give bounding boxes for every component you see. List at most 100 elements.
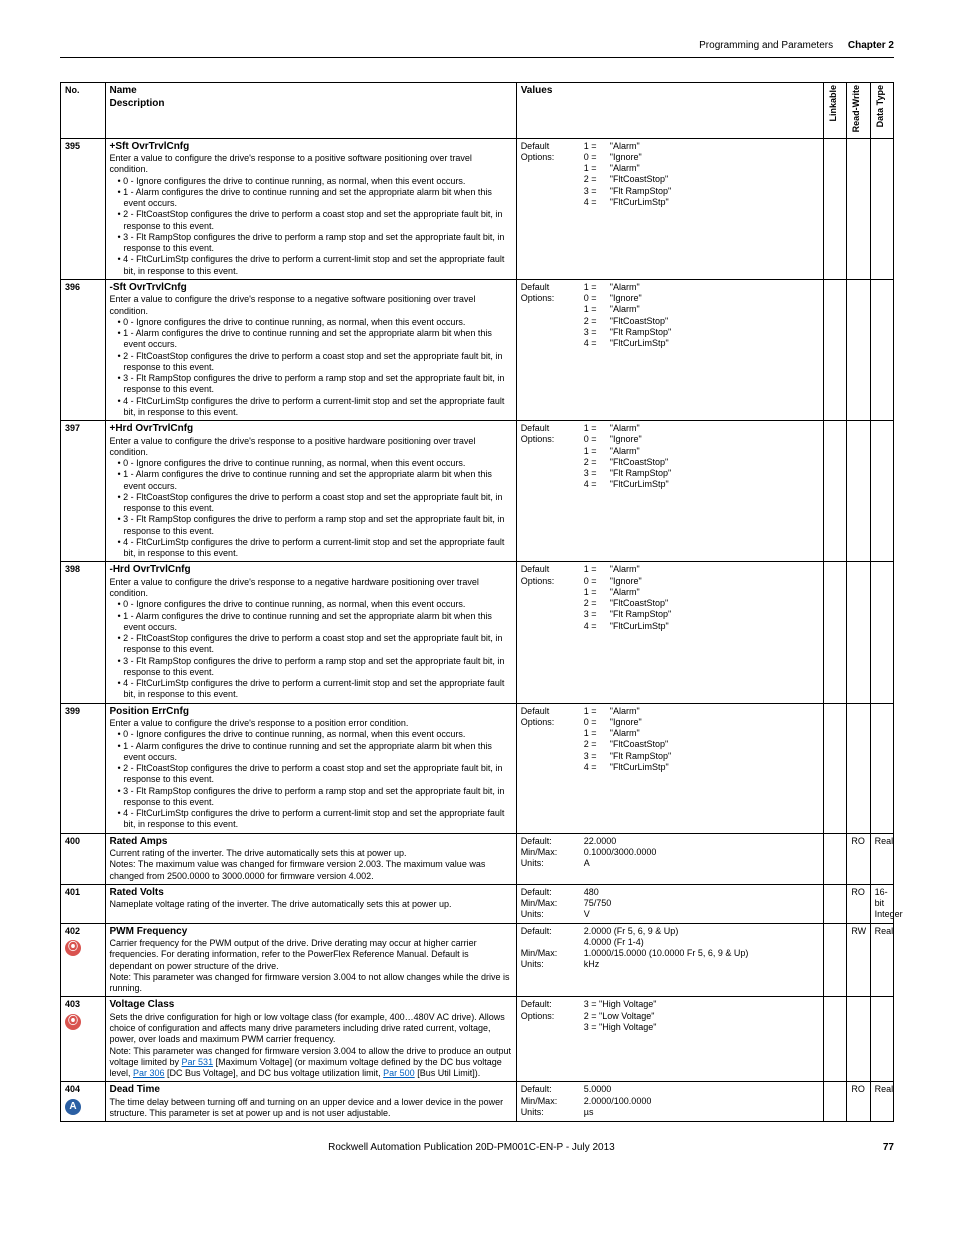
param-no: 403⦿ [61, 997, 106, 1082]
rw-cell [847, 703, 870, 833]
rw-cell [847, 997, 870, 1082]
rw-cell: RW [847, 923, 870, 997]
col-name: Name [110, 85, 512, 98]
dtype-cell [870, 138, 893, 279]
param-row-399: 399 Position ErrCnfg Enter a value to co… [61, 703, 894, 833]
value-labels: Default:Min/Max:Units: [516, 1082, 580, 1122]
link-par531[interactable]: Par 531 [182, 1057, 214, 1067]
col-values: Values [516, 83, 823, 139]
col-dtype: Data Type [870, 83, 893, 139]
param-name: Rated Amps [110, 836, 512, 849]
linkable-cell [824, 703, 847, 833]
dtype-cell: 16-bit Integer [870, 884, 893, 923]
rw-cell [847, 138, 870, 279]
page-footer: Rockwell Automation Publication 20D-PM00… [60, 1142, 894, 1153]
value-labels: Default:Min/Max:Units: [516, 884, 580, 923]
param-row-398: 398 -Hrd OvrTrvlCnfg Enter a value to co… [61, 562, 894, 703]
param-no: 399 [61, 703, 106, 833]
dtype-cell [870, 421, 893, 562]
param-no: 395 [61, 138, 106, 279]
param-name: Position ErrCnfg [110, 706, 512, 719]
rw-cell [847, 562, 870, 703]
param-name: Dead Time [110, 1084, 512, 1097]
param-desc-cell: Dead Time The time delay between turning… [105, 1082, 516, 1122]
param-no: 401 [61, 884, 106, 923]
value-labels: DefaultOptions: [516, 138, 580, 279]
col-desc: Description [110, 98, 512, 111]
param-no: 396 [61, 279, 106, 420]
param-name: Rated Volts [110, 887, 512, 900]
link-par500[interactable]: Par 500 [383, 1068, 415, 1078]
rw-cell: RO [847, 884, 870, 923]
rw-cell [847, 279, 870, 420]
param-desc-cell: Voltage Class Sets the drive configurati… [105, 997, 516, 1082]
param-desc-cell: +Sft OvrTrvlCnfg Enter a value to config… [105, 138, 516, 279]
param-desc-cell: +Hrd OvrTrvlCnfg Enter a value to config… [105, 421, 516, 562]
value-values: 1 ="Alarm" 0 ="Ignore"1 ="Alarm"2 ="FltC… [580, 703, 824, 833]
param-row-401: 401 Rated Volts Nameplate voltage rating… [61, 884, 894, 923]
value-values: 1 ="Alarm" 0 ="Ignore"1 ="Alarm"2 ="FltC… [580, 138, 824, 279]
footer-pub: Rockwell Automation Publication 20D-PM00… [328, 1142, 615, 1153]
param-no: 402⦿ [61, 923, 106, 997]
param-name: PWM Frequency [110, 926, 512, 939]
param-desc-cell: -Sft OvrTrvlCnfg Enter a value to config… [105, 279, 516, 420]
param-intro: Enter a value to configure the drive's r… [110, 153, 512, 176]
value-labels: Default:Options: [516, 997, 580, 1082]
stop-icon: ⦿ [65, 1014, 81, 1030]
value-values: 1 ="Alarm" 0 ="Ignore"1 ="Alarm"2 ="FltC… [580, 421, 824, 562]
value-values: 22.00000.1000/3000.0000A [580, 833, 824, 884]
value-values: 1 ="Alarm" 0 ="Ignore"1 ="Alarm"2 ="FltC… [580, 279, 824, 420]
dtype-cell [870, 279, 893, 420]
param-row-400: 400 Rated Amps Current rating of the inv… [61, 833, 894, 884]
rw-cell: RO [847, 1082, 870, 1122]
param-intro: Enter a value to configure the drive's r… [110, 436, 512, 459]
value-labels: Default:Min/Max:Units: [516, 923, 580, 997]
param-options-list: 0 - Ignore configures the drive to conti… [110, 599, 512, 700]
param-desc-cell: -Hrd OvrTrvlCnfg Enter a value to config… [105, 562, 516, 703]
param-intro: Enter a value to configure the drive's r… [110, 294, 512, 317]
dtype-cell: Real [870, 923, 893, 997]
page-header: Programming and Parameters Chapter 2 [60, 40, 894, 58]
col-rw: Read-Write [847, 83, 870, 139]
value-labels: DefaultOptions: [516, 279, 580, 420]
value-labels: DefaultOptions: [516, 421, 580, 562]
value-labels: DefaultOptions: [516, 703, 580, 833]
value-values: 5.00002.0000/100.0000µs [580, 1082, 824, 1122]
linkable-cell [824, 833, 847, 884]
param-no: 400 [61, 833, 106, 884]
linkable-cell [824, 997, 847, 1082]
param-desc-cell: Rated Volts Nameplate voltage rating of … [105, 884, 516, 923]
param-options-list: 0 - Ignore configures the drive to conti… [110, 176, 512, 277]
dtype-cell [870, 997, 893, 1082]
param-desc-cell: PWM Frequency Carrier frequency for the … [105, 923, 516, 997]
col-no: No. [61, 83, 106, 139]
param-row-395: 395 +Sft OvrTrvlCnfg Enter a value to co… [61, 138, 894, 279]
param-desc-cell: Rated Amps Current rating of the inverte… [105, 833, 516, 884]
param-row-404: 404A Dead Time The time delay between tu… [61, 1082, 894, 1122]
param-desc-cell: Position ErrCnfg Enter a value to config… [105, 703, 516, 833]
value-values: 1 ="Alarm" 0 ="Ignore"1 ="Alarm"2 ="FltC… [580, 562, 824, 703]
param-name: -Sft OvrTrvlCnfg [110, 282, 512, 295]
rw-cell [847, 421, 870, 562]
linkable-cell [824, 138, 847, 279]
param-row-403: 403⦿ Voltage Class Sets the drive config… [61, 997, 894, 1082]
advanced-icon: A [65, 1099, 81, 1115]
param-row-396: 396 -Sft OvrTrvlCnfg Enter a value to co… [61, 279, 894, 420]
dtype-cell [870, 562, 893, 703]
dtype-cell [870, 703, 893, 833]
parameter-table: No. Name Description Values Linkable Rea… [60, 82, 894, 1122]
dtype-cell: Real [870, 1082, 893, 1122]
linkable-cell [824, 884, 847, 923]
param-no: 404A [61, 1082, 106, 1122]
value-labels: Default:Min/Max:Units: [516, 833, 580, 884]
param-name: +Hrd OvrTrvlCnfg [110, 423, 512, 436]
param-options-list: 0 - Ignore configures the drive to conti… [110, 458, 512, 559]
param-no: 397 [61, 421, 106, 562]
rw-cell: RO [847, 833, 870, 884]
value-values: 2.0000 (Fr 5, 6, 9 & Up)4.0000 (Fr 1-4)1… [580, 923, 824, 997]
stop-icon: ⦿ [65, 940, 81, 956]
param-name: +Sft OvrTrvlCnfg [110, 141, 512, 154]
value-values: 48075/750V [580, 884, 824, 923]
col-linkable: Linkable [824, 83, 847, 139]
link-par306[interactable]: Par 306 [133, 1068, 165, 1078]
